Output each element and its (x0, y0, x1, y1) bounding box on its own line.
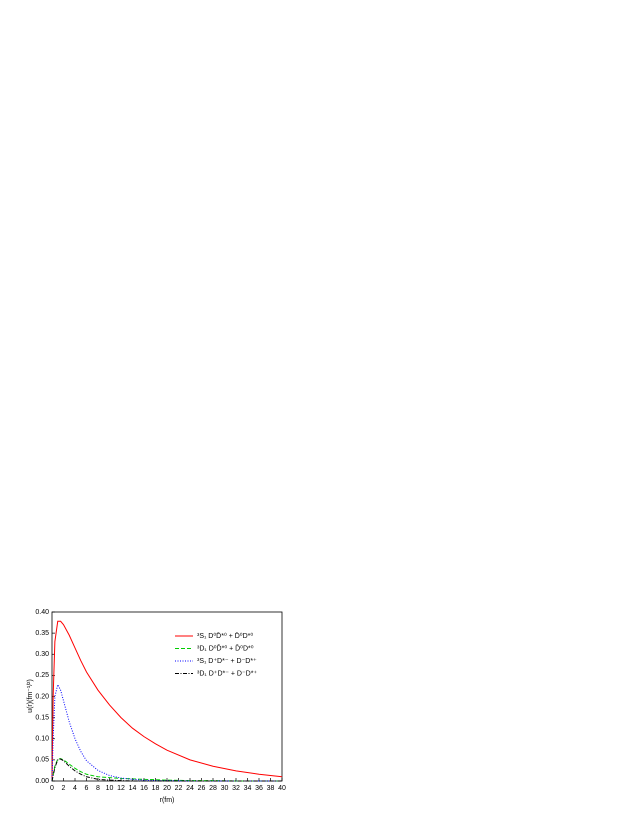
y-tick-label: 0.05 (35, 757, 49, 764)
x-tick-label: 8 (96, 785, 100, 792)
x-tick-label: 38 (267, 785, 275, 792)
x-tick-label: 18 (152, 785, 160, 792)
legend-label: ³D₁ D⁰D̄*⁰ + D̄⁰D*⁰ (197, 644, 254, 652)
y-tick-label: 0.25 (35, 672, 49, 679)
x-tick-label: 26 (198, 785, 206, 792)
y-tick-label: 0.30 (35, 651, 49, 658)
x-tick-label: 16 (140, 785, 148, 792)
x-axis-label: r(fm) (160, 797, 175, 804)
x-tick-label: 2 (62, 785, 66, 792)
x-tick-label: 22 (175, 785, 183, 792)
x-tick-label: 36 (255, 785, 263, 792)
legend-label: ³D₁ D⁺D*⁻ + D⁻D*⁺ (197, 670, 257, 677)
x-tick-label: 0 (50, 785, 54, 792)
data-line (51, 758, 282, 782)
y-tick-label: 0.35 (35, 630, 49, 637)
x-tick-label: 30 (221, 785, 229, 792)
x-tick-label: 24 (186, 785, 194, 792)
x-tick-label: 14 (129, 785, 137, 792)
data-line (51, 620, 283, 782)
x-tick-label: 28 (209, 785, 217, 792)
x-tick-label: 4 (73, 785, 77, 792)
x-tick-label: 10 (106, 785, 114, 792)
x-tick-label: 12 (117, 785, 125, 792)
data-line (51, 758, 282, 782)
y-tick-label: 0.10 (35, 736, 49, 743)
legend-label: ³S₁ D⁰D̄*⁰ + D̄⁰D*⁰ (197, 632, 253, 640)
x-tick-label: 32 (232, 785, 240, 792)
data-line (51, 683, 282, 782)
y-tick-label: 0.40 (35, 609, 49, 616)
x-tick-label: 20 (163, 785, 171, 792)
y-axis-label: u(r)(fm⁻¹/²) (27, 679, 34, 713)
x-tick-label: 34 (244, 785, 252, 792)
y-tick-label: 0.00 (35, 778, 49, 785)
legend-label: ³S₁ D⁺D*⁻ + D⁻D*⁺ (197, 658, 257, 665)
y-tick-label: 0.15 (35, 714, 49, 721)
y-tick-label: 0.20 (35, 693, 49, 700)
x-tick-label: 40 (278, 785, 286, 792)
x-tick-label: 6 (85, 785, 89, 792)
